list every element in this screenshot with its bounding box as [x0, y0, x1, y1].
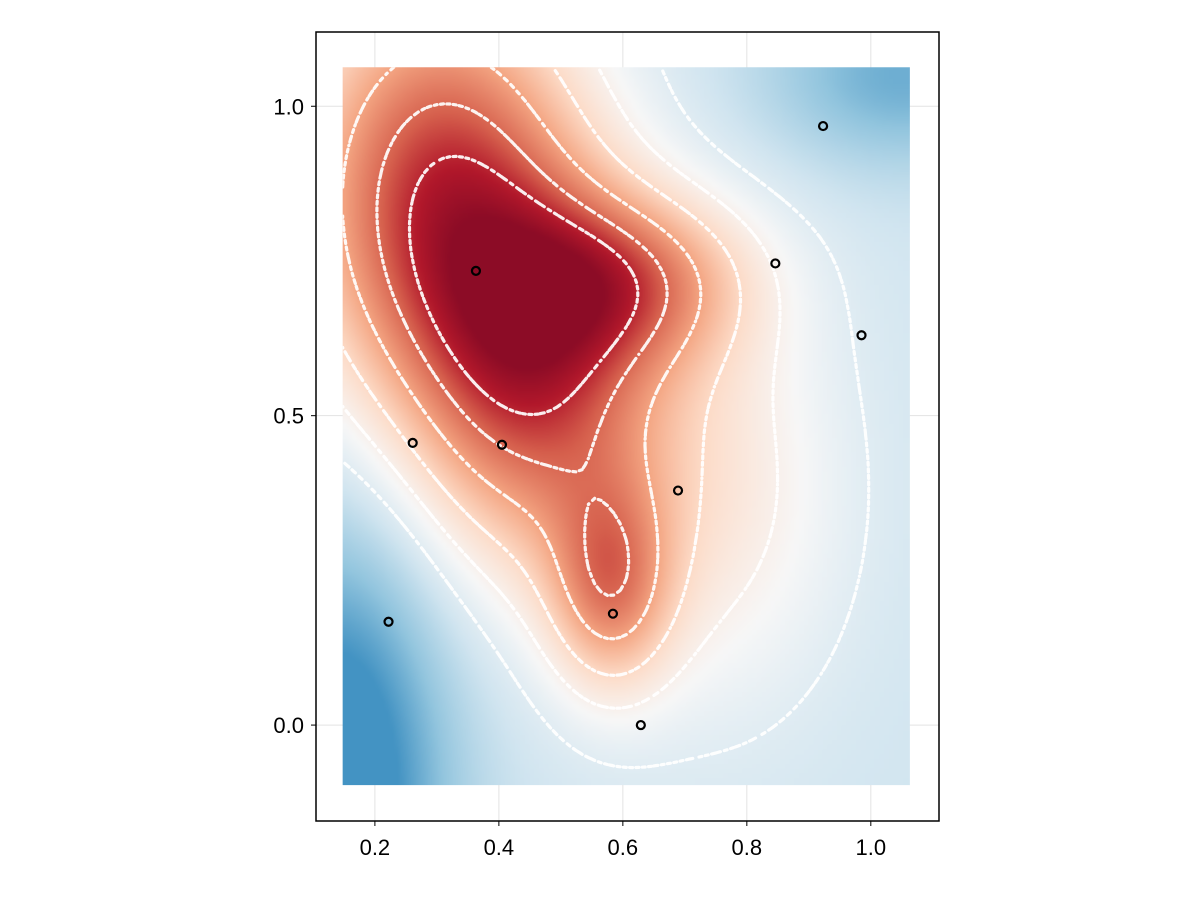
plot-frame — [315, 31, 940, 822]
x-tick-label: 0.8 — [732, 835, 763, 860]
data-point — [770, 258, 781, 269]
contour-line — [342, 67, 703, 641]
x-tick-label: 0.2 — [360, 835, 391, 860]
data-points — [383, 120, 867, 731]
data-point — [607, 608, 619, 619]
x-axis-ticks: 0.2 0.4 0.6 0.8 1.0 — [360, 821, 887, 860]
y-tick-label: 0.0 — [273, 713, 304, 738]
y-tick-label: 0.5 — [273, 404, 304, 429]
data-point — [672, 485, 684, 496]
x-tick-label: 0.6 — [608, 835, 639, 860]
data-point — [383, 616, 394, 627]
data-point — [635, 719, 646, 731]
data-point — [407, 437, 418, 448]
x-tick-label: 1.0 — [856, 835, 887, 860]
heatmap — [342, 67, 910, 786]
data-point — [817, 120, 829, 132]
contour-line — [375, 102, 669, 597]
contour-lines — [342, 67, 871, 770]
data-point — [496, 439, 508, 450]
data-point — [470, 265, 482, 276]
contour-line — [342, 67, 871, 770]
contour-line — [342, 67, 743, 677]
data-point — [856, 330, 867, 341]
heatmap-image — [342, 67, 910, 786]
y-tick-label: 1.0 — [273, 94, 304, 119]
x-tick-label: 0.4 — [484, 835, 515, 860]
contour-line — [342, 67, 782, 710]
y-axis-ticks: 0.0 0.5 1.0 — [273, 94, 316, 738]
contour-line — [407, 154, 640, 417]
